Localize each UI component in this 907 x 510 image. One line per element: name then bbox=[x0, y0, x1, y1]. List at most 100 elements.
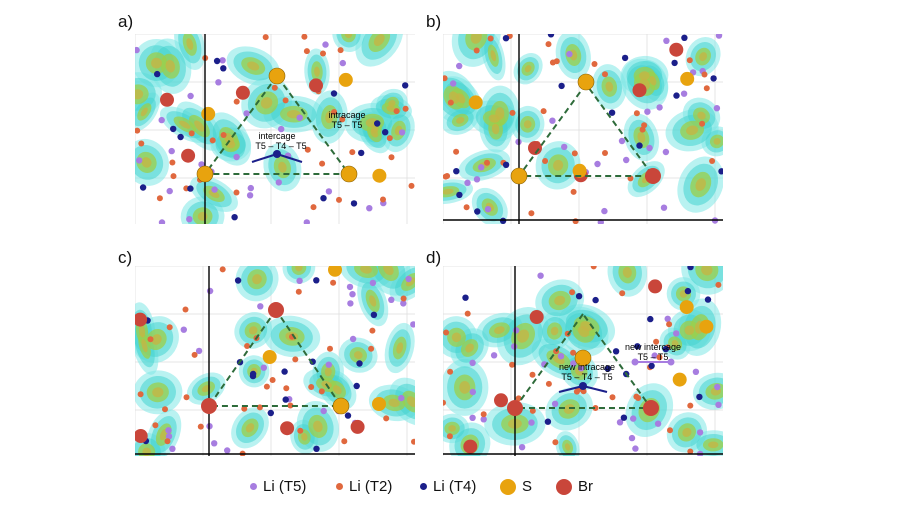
li-t5-atom bbox=[594, 160, 601, 168]
density-contour bbox=[301, 433, 308, 441]
li-t5-atom bbox=[296, 114, 303, 121]
density-contour bbox=[459, 381, 471, 394]
li-t2-atom bbox=[667, 427, 673, 434]
li-t2-atom bbox=[262, 34, 269, 41]
density-contour bbox=[165, 59, 176, 73]
li-t5-atom bbox=[537, 272, 544, 279]
intercage-bond bbox=[276, 153, 303, 163]
li-t4-atom bbox=[620, 414, 628, 421]
li-t2-atom bbox=[464, 310, 471, 317]
intercage-bond bbox=[251, 153, 278, 163]
density-contour bbox=[186, 38, 194, 50]
li-t2-atom bbox=[191, 351, 198, 358]
li-t5-atom bbox=[713, 105, 721, 112]
li-t5-atom bbox=[322, 41, 329, 48]
density-contour bbox=[456, 116, 465, 124]
li-t4-atom bbox=[402, 82, 409, 89]
annotation-intercage-chain: T5 – T4 – T5 bbox=[255, 141, 306, 151]
li-t2-atom bbox=[303, 48, 310, 55]
li-t5-atom bbox=[632, 445, 639, 452]
li-t5-atom bbox=[339, 59, 346, 67]
density-contour bbox=[151, 57, 162, 69]
li-t2-atom bbox=[509, 109, 516, 116]
annotation-new-intercage: new intercage bbox=[625, 342, 681, 352]
panel-a: intracage T5 – T5 intercage T5 – T4 – T5 bbox=[135, 34, 415, 224]
br-atom bbox=[160, 92, 174, 107]
density-contour bbox=[353, 351, 363, 360]
li-t5-atom bbox=[450, 80, 457, 87]
li-t2-atom bbox=[137, 391, 144, 398]
li-t5-atom bbox=[158, 219, 166, 224]
density-contour bbox=[179, 120, 191, 129]
s-atom bbox=[680, 71, 695, 86]
li-t2-atom bbox=[308, 384, 315, 390]
li-t2-atom bbox=[571, 150, 578, 157]
density-contour bbox=[580, 321, 594, 332]
li-t5-atom bbox=[656, 104, 663, 111]
density-contour bbox=[396, 342, 404, 354]
legend-label: Li (T2) bbox=[349, 478, 393, 495]
li-t5-atom bbox=[696, 429, 704, 436]
li-t2-atom bbox=[473, 47, 480, 54]
li-t4-atom bbox=[696, 393, 703, 401]
li-t5-atom bbox=[631, 358, 639, 366]
li-t5-atom bbox=[511, 343, 518, 350]
li-t5-atom bbox=[654, 420, 662, 427]
br-atom bbox=[529, 310, 544, 324]
s-atom bbox=[699, 319, 714, 334]
li-t5-atom bbox=[211, 440, 218, 447]
s-atom bbox=[372, 168, 387, 183]
br-atom bbox=[350, 419, 365, 434]
li-t2-atom bbox=[241, 405, 248, 412]
s-atom bbox=[262, 350, 277, 364]
li-t4-atom bbox=[634, 343, 641, 350]
li-t4-atom bbox=[281, 368, 288, 375]
density-contour bbox=[332, 385, 342, 395]
li-t5-atom bbox=[410, 321, 415, 328]
li-t2-atom bbox=[686, 57, 693, 64]
li-t5-atom bbox=[480, 416, 487, 423]
li-t5-atom bbox=[663, 37, 670, 44]
density-contour bbox=[695, 178, 706, 191]
li-t5-atom bbox=[224, 447, 231, 454]
li-t2-atom bbox=[619, 290, 626, 297]
li-t5-atom bbox=[233, 153, 240, 161]
li-t5-atom bbox=[662, 148, 670, 156]
li-t5-atom bbox=[346, 283, 354, 291]
s-atom bbox=[201, 106, 216, 121]
li-t4-atom bbox=[139, 184, 147, 191]
li-t2-atom bbox=[271, 84, 278, 91]
li-t5-atom bbox=[400, 300, 407, 307]
density-contour bbox=[517, 329, 530, 343]
density-contour bbox=[524, 65, 532, 73]
li-t2-atom bbox=[443, 75, 448, 82]
li-t5-atom bbox=[628, 434, 636, 442]
li-t5-atom bbox=[246, 192, 254, 199]
li-t2-atom bbox=[301, 34, 308, 40]
cage-triangle bbox=[513, 312, 653, 409]
br-atom bbox=[648, 279, 663, 294]
new-intracage-bond bbox=[582, 385, 608, 393]
li-t4-atom bbox=[177, 133, 184, 141]
s-atom bbox=[268, 67, 286, 85]
li-t4-atom bbox=[382, 129, 389, 136]
li-t2-atom bbox=[336, 196, 342, 203]
density-contour bbox=[245, 423, 255, 433]
li-t5-atom bbox=[680, 90, 688, 97]
li-t4-atom bbox=[718, 168, 723, 175]
li-t4-atom bbox=[604, 365, 611, 372]
li-t2-atom bbox=[233, 189, 240, 196]
li-t2-atom bbox=[484, 159, 490, 166]
legend: Li (T5) Li (T2) Li (T4) S Br bbox=[0, 478, 907, 502]
panel-d: new intercage T5 – T5 new intracage T5 –… bbox=[443, 266, 723, 456]
density-contour bbox=[260, 97, 273, 109]
li-t4-atom bbox=[462, 294, 469, 301]
li-t5-atom bbox=[456, 62, 463, 70]
density-contour bbox=[491, 123, 500, 135]
br-atom bbox=[201, 398, 217, 414]
li-t2-atom bbox=[319, 160, 326, 167]
legend-item-li-t2: Li (T2) bbox=[336, 478, 392, 495]
li-t2-atom bbox=[220, 132, 227, 138]
br-atom bbox=[135, 429, 148, 443]
li-t2-atom bbox=[400, 295, 407, 302]
